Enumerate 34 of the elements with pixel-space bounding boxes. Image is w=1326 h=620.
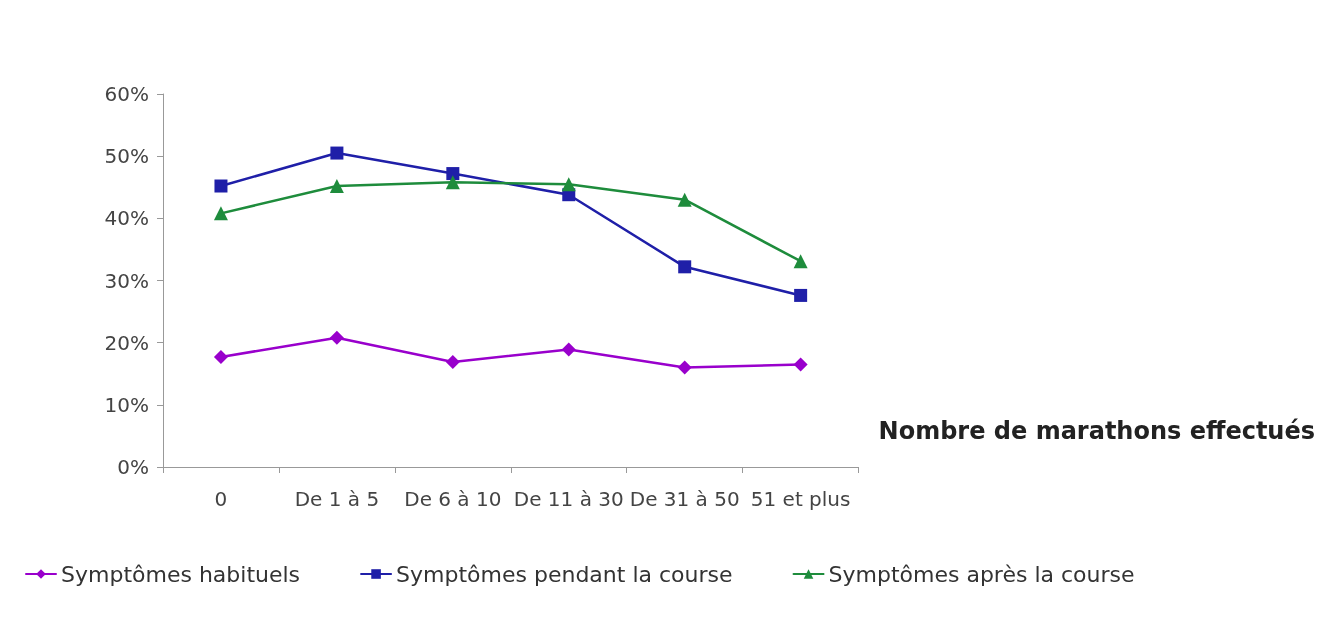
- x-axis-title: Nombre de marathons effectués: [878, 417, 1316, 445]
- point: [213, 349, 228, 364]
- x-tick-label: 0: [214, 487, 228, 511]
- legend-label: Symptômes pendant la course: [396, 561, 733, 587]
- point: [445, 354, 460, 369]
- x-tick-label: De 6 à 10: [404, 487, 502, 511]
- point: [214, 179, 228, 193]
- point: [445, 175, 460, 190]
- y-tick-label: 20%: [104, 330, 149, 355]
- point: [213, 206, 228, 221]
- x-tick-label: De 31 à 50: [629, 487, 740, 511]
- y-tick-label: 0%: [117, 455, 149, 479]
- y-tick-label: 40%: [104, 206, 149, 231]
- y-tick-label: 10%: [104, 392, 149, 417]
- point: [561, 342, 576, 357]
- point: [329, 330, 344, 345]
- legend-label: Symptômes après la course: [828, 561, 1135, 587]
- x-tick-label: De 1 à 5: [294, 487, 380, 511]
- point: [446, 167, 460, 181]
- point: [794, 288, 808, 302]
- y-tick-label: 50%: [104, 144, 149, 169]
- point: [793, 254, 808, 269]
- y-tick-label: 60%: [104, 82, 149, 106]
- point: [677, 360, 692, 375]
- point: [793, 357, 808, 372]
- point: [677, 192, 692, 207]
- point: [561, 177, 576, 192]
- x-tick-label: 51 et plus: [750, 487, 851, 511]
- point: [329, 179, 344, 194]
- legend-label: Symptômes habituels: [61, 561, 301, 587]
- point: [678, 260, 692, 274]
- x-tick-label: De 11 à 30: [513, 487, 624, 511]
- point: [330, 146, 344, 160]
- y-tick-label: 30%: [104, 268, 149, 293]
